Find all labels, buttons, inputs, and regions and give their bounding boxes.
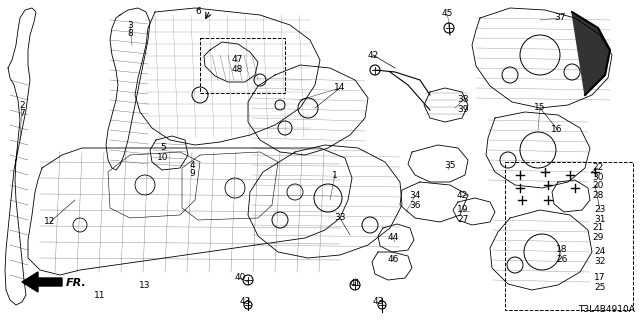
Text: 11: 11 (94, 291, 106, 300)
Text: 4: 4 (189, 161, 195, 170)
Text: 30: 30 (592, 172, 604, 181)
Text: 27: 27 (458, 214, 468, 223)
Text: 10: 10 (157, 153, 169, 162)
Text: 28: 28 (592, 190, 604, 199)
Polygon shape (572, 12, 610, 95)
Text: 15: 15 (534, 103, 546, 113)
Text: 34: 34 (410, 191, 420, 201)
Text: T3L4B4910A: T3L4B4910A (578, 305, 635, 314)
Text: 26: 26 (556, 254, 568, 263)
Text: FR.: FR. (66, 278, 87, 288)
Text: 13: 13 (140, 281, 151, 290)
Text: 37: 37 (554, 13, 566, 22)
Text: 42: 42 (456, 190, 468, 199)
Text: 40: 40 (234, 274, 246, 283)
Text: 16: 16 (551, 125, 563, 134)
Text: 17: 17 (595, 274, 605, 283)
Text: 23: 23 (595, 205, 605, 214)
Text: 20: 20 (592, 181, 604, 190)
Text: 39: 39 (457, 105, 468, 114)
Text: 43: 43 (372, 298, 384, 307)
Text: 36: 36 (409, 201, 420, 210)
Text: 3: 3 (127, 20, 133, 29)
Text: 41: 41 (349, 278, 361, 287)
Text: 6: 6 (195, 7, 201, 17)
Text: 44: 44 (387, 234, 399, 243)
Text: 25: 25 (595, 283, 605, 292)
Text: 21: 21 (592, 223, 604, 233)
Text: 2: 2 (19, 100, 25, 109)
Text: 42: 42 (367, 51, 379, 60)
Text: 48: 48 (231, 65, 243, 74)
Text: 12: 12 (44, 218, 56, 227)
Text: 47: 47 (231, 55, 243, 65)
Text: 8: 8 (127, 29, 133, 38)
Text: 1: 1 (332, 171, 338, 180)
Text: 31: 31 (595, 214, 605, 223)
Text: 35: 35 (444, 161, 456, 170)
Text: 24: 24 (595, 247, 605, 257)
Text: 18: 18 (556, 245, 568, 254)
Text: 38: 38 (457, 95, 468, 105)
Text: 29: 29 (592, 233, 604, 242)
Text: 19: 19 (457, 205, 468, 214)
Text: 43: 43 (239, 298, 251, 307)
Text: 46: 46 (387, 255, 399, 265)
Polygon shape (22, 272, 62, 292)
Text: 5: 5 (160, 143, 166, 153)
Text: 22: 22 (593, 164, 604, 172)
Text: 45: 45 (442, 10, 452, 19)
Text: 33: 33 (334, 213, 346, 222)
Bar (505, 162, 633, 310)
Text: 9: 9 (189, 170, 195, 179)
Bar (200, 38, 285, 93)
Text: 7: 7 (19, 109, 25, 118)
Text: 14: 14 (334, 84, 346, 92)
Text: 32: 32 (595, 257, 605, 266)
